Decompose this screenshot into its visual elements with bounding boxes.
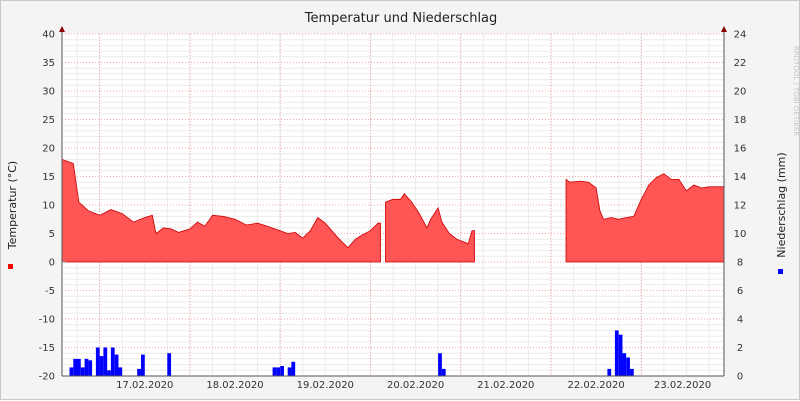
y-right-tick-label: 20 [734, 87, 747, 98]
precipitation-bar [84, 358, 89, 376]
precipitation-bar [118, 367, 123, 376]
y-right-tick-label: 4 [737, 315, 743, 326]
precipitation-bar [287, 367, 292, 376]
y-right-tick-label: 16 [734, 144, 747, 155]
precipitation-bar [272, 367, 277, 376]
temperature-area [385, 192, 475, 263]
precipitation-bar [99, 356, 104, 376]
precipitation-bar [103, 347, 108, 376]
y-left-label: Temperatur (°C) [6, 161, 19, 250]
x-tick-label: 19.02.2020 [297, 380, 354, 391]
left-tick-labels: -20 -15 -10 -5 0 5 10 15 20 25 30 35 40 [39, 30, 55, 383]
y-left-tick-label: 10 [42, 201, 55, 212]
y-right-tick-label: 24 [734, 30, 747, 41]
precipitation-bar [614, 330, 619, 376]
y-left-tick-label: 30 [42, 87, 55, 98]
axes [59, 26, 727, 377]
precipitation-bar [80, 367, 85, 376]
x-tick-label: 18.02.2020 [206, 380, 263, 391]
chart-title: Temperatur und Niederschlag [304, 11, 498, 26]
y-left-arrow [59, 26, 65, 32]
precipitation-bar [626, 357, 630, 376]
precipitation-bar [622, 353, 627, 376]
precipitation-bar [618, 334, 623, 376]
y-left-tick-label: 5 [49, 229, 55, 240]
y-right-tick-label: 14 [734, 172, 747, 183]
y-right-tick-label: 8 [737, 258, 743, 269]
y-right-tick-label: 2 [737, 343, 743, 354]
precipitation-bar [280, 366, 284, 376]
y-right-tick-label: 22 [734, 58, 747, 69]
precipitation-bar [137, 368, 141, 376]
precipitation-bar [77, 358, 81, 376]
y-left-tick-label: 15 [42, 172, 55, 183]
precipitation-bar [167, 353, 172, 376]
precipitation-bar [441, 368, 446, 376]
y-right-tick-label: 6 [737, 286, 743, 297]
x-tick-label: 17.02.2020 [116, 380, 173, 391]
y-left-tick-label: 0 [49, 258, 55, 269]
y-left-tick-label: 40 [42, 30, 55, 41]
y-right-tick-label: 12 [734, 201, 747, 212]
precipitation-bar [69, 367, 74, 376]
x-tick-label: 21.02.2020 [477, 380, 534, 391]
y-left-tick-label: -10 [39, 315, 55, 326]
precipitation-bar [607, 368, 612, 376]
temperature-area [565, 173, 725, 263]
temperature-area [61, 158, 381, 263]
watermark: RRDTOOL / TOBI OETIKER [792, 46, 800, 136]
x-tick-label: 22.02.2020 [567, 380, 624, 391]
x-tick-labels: 17.02.2020 18.02.2020 19.02.2020 20.02.2020… [116, 380, 711, 391]
y-left-tick-label: 25 [42, 115, 55, 126]
precipitation-bar [291, 361, 296, 377]
precipitation-bar [73, 358, 78, 376]
precipitation-bar [107, 370, 111, 376]
legend-precipitation-swatch [778, 269, 783, 274]
y-right-arrow [721, 26, 727, 32]
legend-temperature-swatch [8, 264, 13, 269]
temperature-areas [61, 158, 725, 263]
y-left-tick-label: -15 [39, 343, 55, 354]
precipitation-bar [630, 368, 634, 376]
x-tick-label: 20.02.2020 [387, 380, 444, 391]
y-left-tick-label: 20 [42, 144, 55, 155]
precipitation-bar [95, 347, 100, 376]
precipitation-bars [69, 330, 634, 377]
y-right-label: Niederschlag (mm) [775, 152, 788, 257]
y-right-tick-label: 0 [737, 372, 743, 383]
precipitation-bar [438, 353, 442, 376]
y-right-tick-label: 10 [734, 229, 747, 240]
y-left-tick-label: -5 [45, 286, 55, 297]
precipitation-bar [110, 347, 115, 376]
x-tick-label: 23.02.2020 [654, 380, 711, 391]
y-right-tick-label: 18 [734, 115, 747, 126]
precipitation-bar [114, 354, 119, 376]
y-left-tick-label: -20 [39, 372, 55, 383]
y-left-tick-label: 35 [42, 58, 55, 69]
precipitation-bar [141, 354, 145, 376]
precipitation-bar [88, 360, 93, 376]
precipitation-bar [276, 367, 281, 376]
